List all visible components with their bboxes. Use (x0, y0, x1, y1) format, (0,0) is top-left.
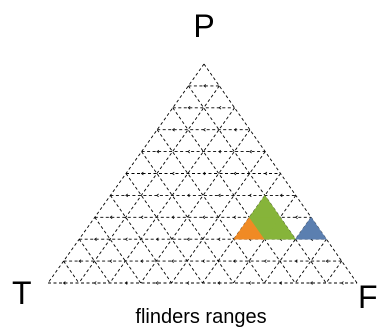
grid-tick (124, 281, 128, 285)
grid-tick (233, 215, 237, 220)
grid-tick (233, 127, 237, 132)
grid-tick (140, 259, 144, 263)
grid-tick (125, 193, 129, 198)
grid-tick (340, 281, 344, 285)
grid-tick (93, 281, 97, 285)
grid-line-right-parallel (94, 217, 142, 284)
grid-tick (124, 237, 128, 241)
highlighted-regions (233, 194, 327, 240)
grid-tick (294, 215, 298, 220)
grid-tick (217, 281, 221, 285)
grid-tick (171, 259, 174, 263)
grid-line-right-parallel (156, 129, 265, 284)
grid-line-left-parallel (140, 129, 251, 284)
grid-tick (248, 281, 252, 285)
grid-tick (203, 84, 207, 88)
diagram-caption: flinders ranges (135, 306, 267, 328)
grid-tick (202, 127, 206, 132)
grid-tick (233, 171, 237, 176)
grid-tick (140, 171, 144, 176)
grid-tick (248, 193, 252, 198)
grid-line-right-parallel (188, 85, 327, 284)
grid-tick (187, 106, 191, 110)
grid-tick (294, 259, 298, 263)
grid-tick (187, 149, 191, 154)
grid-tick (202, 215, 206, 220)
green-region (248, 194, 281, 218)
grid-tick (155, 281, 159, 285)
grid-line-right-parallel (63, 260, 80, 284)
grid-tick (62, 281, 66, 285)
grid-tick (279, 193, 283, 198)
grid-line-right-parallel (125, 173, 203, 284)
grid-tick (78, 259, 82, 263)
grid-line-left-parallel (78, 85, 220, 284)
vertex-label-f: F (358, 279, 378, 315)
grid-tick (93, 237, 97, 241)
grid-tick (325, 259, 329, 263)
vertex-label-t: T (12, 275, 32, 311)
grid-tick (217, 237, 221, 241)
grid-tick (156, 193, 159, 198)
grid-tick (171, 127, 175, 132)
grid-tick (186, 193, 190, 198)
grid-tick (140, 215, 144, 220)
grid-tick (156, 149, 160, 154)
grid-tick (218, 106, 222, 110)
blue-region (295, 216, 327, 240)
grid-tick (109, 259, 113, 263)
ternary-grid (47, 63, 358, 285)
grid-tick (217, 193, 221, 198)
grid-tick (186, 237, 190, 241)
grid-tick (279, 281, 282, 285)
grid-line-left-parallel (294, 238, 327, 284)
grid-tick (263, 259, 267, 263)
grid-tick (109, 215, 113, 220)
grid-tick (249, 149, 252, 154)
grid-line-right-parallel (78, 238, 111, 284)
grid-tick (155, 237, 159, 241)
grid-tick (232, 259, 236, 263)
grid-tick (171, 171, 175, 176)
grid-tick (186, 281, 190, 285)
grid-tick (218, 149, 222, 154)
grid-tick (264, 171, 268, 176)
grid-line-right-parallel (110, 195, 172, 284)
grid-line-left-parallel (109, 107, 235, 284)
grid-line-left-parallel (325, 260, 343, 284)
grid-tick (171, 215, 175, 220)
grid-tick (201, 259, 205, 263)
grid-line-left-parallel (233, 195, 297, 284)
vertex-label-p: P (193, 8, 215, 44)
grid-tick (202, 171, 206, 176)
grid-tick (309, 281, 313, 285)
